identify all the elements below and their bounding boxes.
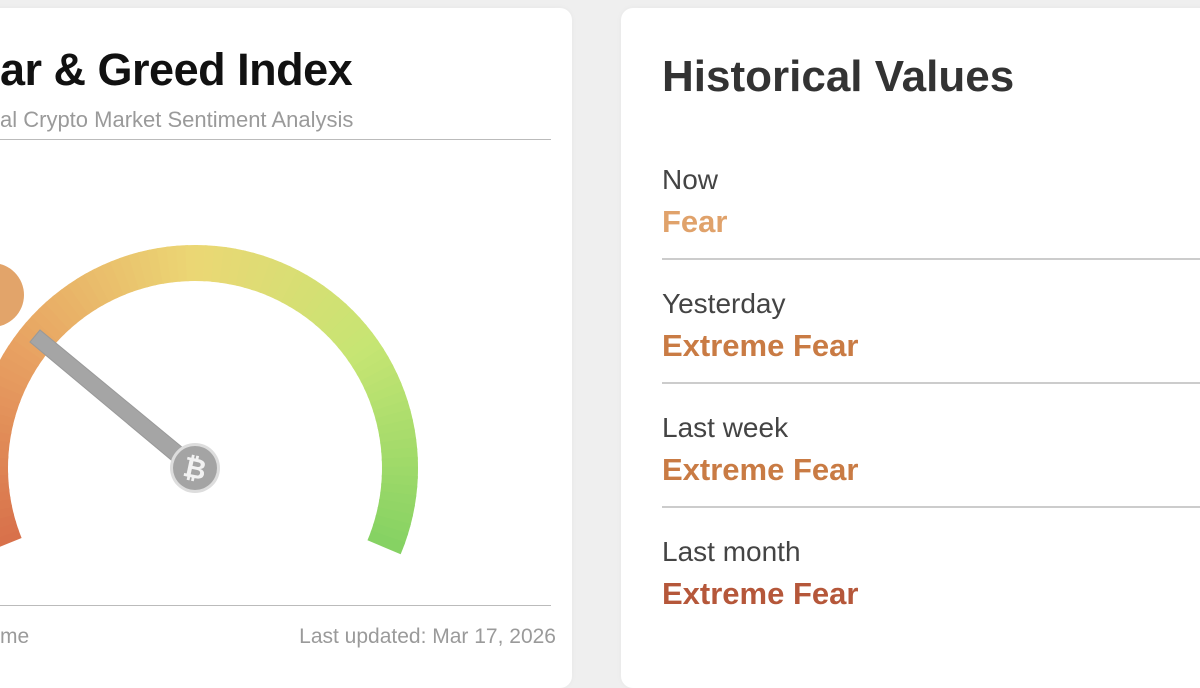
history-value: Fear xyxy=(662,200,1200,244)
history-label: Yesterday xyxy=(662,284,1200,324)
history-row: Last month Extreme Fear xyxy=(662,532,1200,616)
bitcoin-icon: ₿ xyxy=(170,443,220,493)
history-value: Extreme Fear xyxy=(662,572,1200,616)
history-value: Extreme Fear xyxy=(662,448,1200,492)
gauge-needle xyxy=(30,330,200,474)
sentiment-gauge: ₿ xyxy=(0,0,600,668)
history-label: Now xyxy=(662,160,1200,200)
gauge-arc-segment xyxy=(384,536,388,547)
history-value: Extreme Fear xyxy=(662,324,1200,368)
history-row: Yesterday Extreme Fear xyxy=(662,284,1200,384)
gauge-arc xyxy=(0,263,400,547)
history-label: Last month xyxy=(662,532,1200,572)
history-row: Last week Extreme Fear xyxy=(662,408,1200,508)
divider xyxy=(662,258,1200,260)
divider xyxy=(662,506,1200,508)
history-row: Now Fear xyxy=(662,160,1200,260)
value-badge xyxy=(0,263,24,327)
divider xyxy=(662,382,1200,384)
historical-values-card: Historical Values Now Fear Yesterday Ext… xyxy=(621,8,1200,688)
history-label: Last week xyxy=(662,408,1200,448)
historical-title: Historical Values xyxy=(662,52,1014,102)
